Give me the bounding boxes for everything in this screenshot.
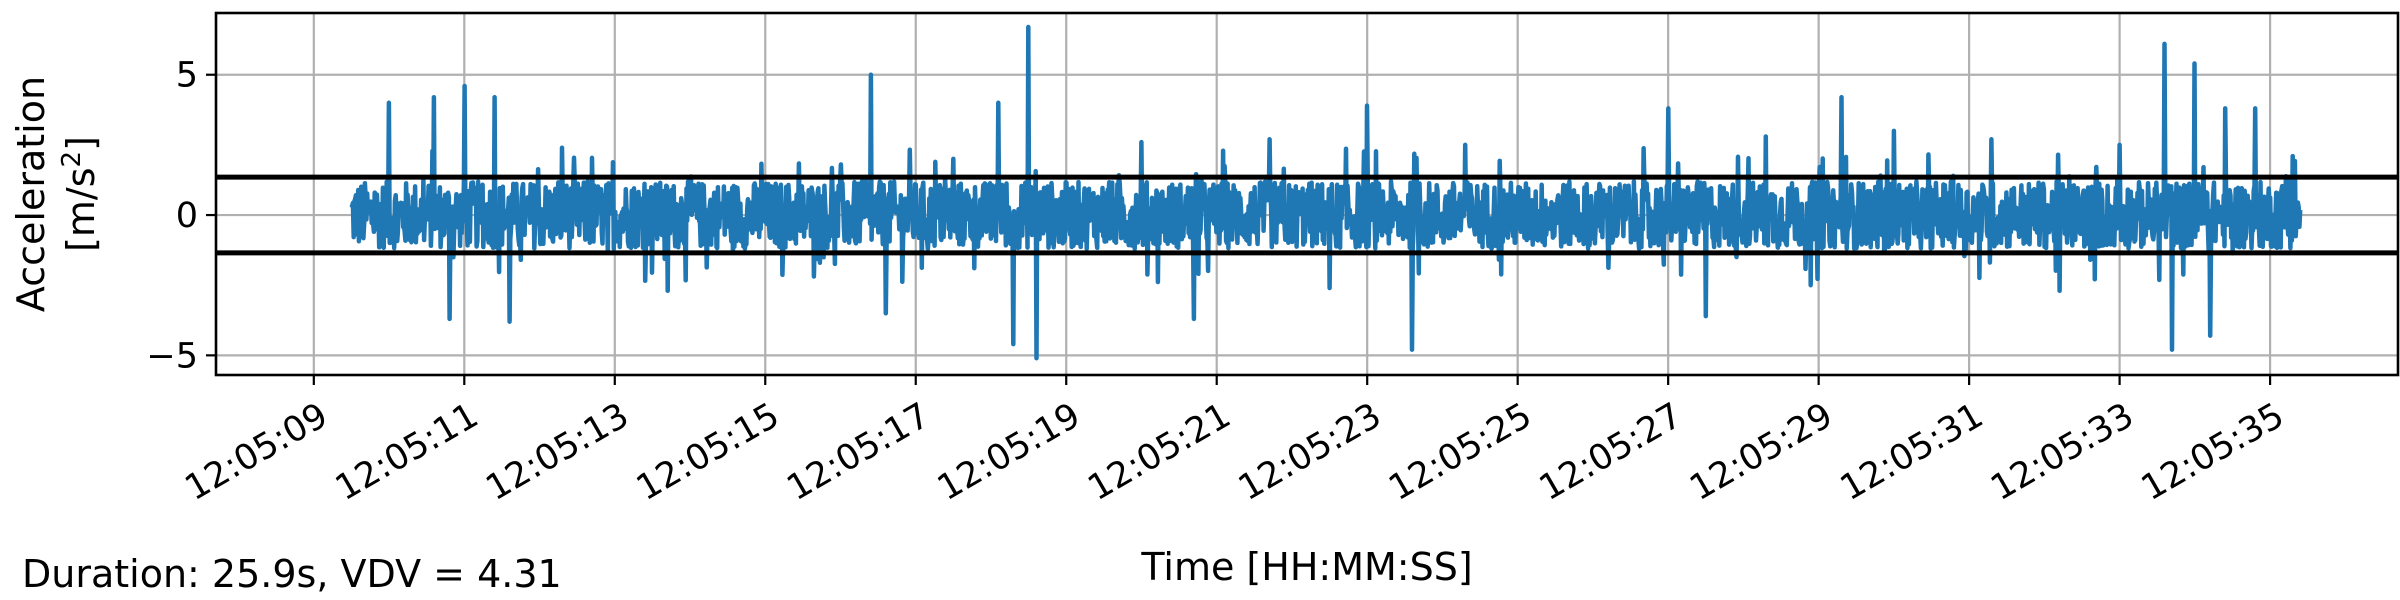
y-axis-label-line1: Acceleration bbox=[9, 76, 53, 312]
x-tick-label: 12:05:13 bbox=[480, 396, 636, 509]
y-tick-label: 0 bbox=[176, 196, 198, 236]
y-tick-label: 5 bbox=[176, 56, 198, 96]
x-tick-label: 12:05:29 bbox=[1683, 396, 1839, 509]
y-axis-label-line2: [m/s2] bbox=[57, 136, 103, 252]
series-acceleration bbox=[349, 24, 2303, 361]
x-tick-label: 12:05:33 bbox=[1984, 396, 2140, 509]
x-tick-label: 12:05:21 bbox=[1081, 396, 1237, 509]
y-tick-label: −5 bbox=[146, 336, 198, 376]
x-tick-label: 12:05:25 bbox=[1382, 396, 1538, 509]
x-tick-label: 12:05:27 bbox=[1533, 396, 1689, 509]
threshold-lines bbox=[216, 174, 2398, 256]
summary-text: Duration: 25.9s, VDV = 4.31 bbox=[22, 552, 562, 596]
x-tick-label: 12:05:09 bbox=[179, 396, 335, 509]
x-tick-label: 12:05:35 bbox=[2135, 396, 2291, 509]
acceleration-line bbox=[349, 24, 2303, 361]
y-axis-label: Acceleration [m/s2] bbox=[9, 76, 103, 312]
x-tick-label: 12:05:19 bbox=[931, 396, 1087, 509]
x-tick-label: 12:05:11 bbox=[329, 396, 485, 509]
x-axis-label: Time [HH:MM:SS] bbox=[1140, 545, 1472, 589]
x-tick-label: 12:05:17 bbox=[781, 396, 937, 509]
x-tick-label: 12:05:15 bbox=[630, 396, 786, 509]
y-ticks: 5 0 −5 bbox=[146, 56, 216, 376]
x-tick-label: 12:05:31 bbox=[1834, 396, 1990, 509]
x-ticks: 12:05:0912:05:1112:05:1312:05:1512:05:17… bbox=[179, 375, 2291, 509]
plot-frame bbox=[214, 11, 2400, 377]
x-tick-label: 12:05:23 bbox=[1232, 396, 1388, 509]
